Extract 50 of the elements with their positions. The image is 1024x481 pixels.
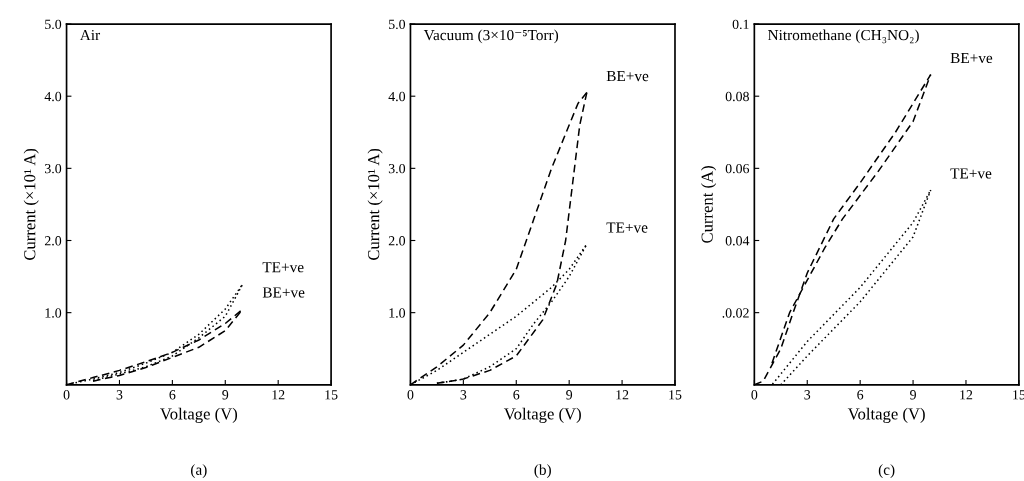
- y-tick-label: 2.0: [388, 236, 406, 246]
- y-tick-label: 0.1: [732, 19, 749, 30]
- x-axis-title: Voltage (V): [160, 407, 238, 423]
- y-tick-label: 1.0: [389, 308, 406, 318]
- x-tick-label: 3: [804, 390, 811, 400]
- x-tick-label: 9: [222, 390, 229, 400]
- x-tick-label: 0: [751, 390, 758, 400]
- chart-title: Nitromethane (CH₃NO₂): [768, 29, 919, 44]
- y-tick-label: 0.04: [725, 236, 750, 246]
- x-tick-label: 6: [169, 390, 176, 400]
- x-tick-label: 12: [272, 390, 285, 400]
- y-axis-title: Current (A): [701, 166, 717, 243]
- series-label: TE+ve: [262, 262, 304, 273]
- y-tick-label: 2.0: [44, 236, 62, 246]
- y-tick-label: 3.0: [388, 163, 406, 174]
- y-tick-label: 5.0: [45, 19, 62, 30]
- text: (a): [191, 464, 207, 479]
- x-tick-label: 12: [616, 390, 629, 400]
- x-tick-label: 15: [325, 390, 338, 400]
- x-axis-title: Voltage (V): [847, 407, 925, 423]
- chart-title: Vacuum (3×10⁻⁵Torr): [423, 29, 559, 44]
- y-tick-label: 4.0: [388, 91, 406, 102]
- chart-title: Air: [79, 29, 101, 41]
- y-axis-title: Current (×10¹ A): [367, 148, 383, 260]
- y-tick-label: 4.0: [44, 91, 62, 102]
- x-tick-label: 12: [960, 390, 973, 400]
- x-tick-label: 6: [857, 390, 864, 400]
- x-tick-label: 3: [116, 390, 123, 400]
- y-tick-label: 1.0: [45, 308, 62, 318]
- x-tick-label: 9: [910, 390, 916, 400]
- series-label: TE+ve: [606, 222, 648, 233]
- text: (c): [878, 464, 895, 479]
- x-tick-label: 0: [63, 390, 70, 400]
- y-tick-label: .0.02: [722, 308, 749, 318]
- x-tick-label: 6: [513, 390, 520, 400]
- x-tick-label: 3: [460, 390, 467, 400]
- x-tick-label: 15: [669, 390, 682, 400]
- y-tick-label: 0.06: [725, 163, 750, 174]
- y-tick-label: 0.08: [725, 91, 749, 102]
- series-label: BE+ve: [262, 287, 305, 298]
- text: (b): [534, 464, 551, 479]
- series-label: BE+ve: [950, 52, 993, 64]
- x-axis-title: Voltage (V): [503, 407, 581, 423]
- x-tick-label: 9: [566, 390, 573, 400]
- y-axis-title: Current (×10¹ A): [23, 148, 39, 260]
- series-label: BE+ve: [606, 71, 649, 82]
- y-tick-label: 5.0: [389, 19, 406, 30]
- series-label: TE+ve: [950, 168, 992, 179]
- x-tick-label: 0: [407, 390, 414, 400]
- y-tick-label: 3.0: [45, 163, 62, 174]
